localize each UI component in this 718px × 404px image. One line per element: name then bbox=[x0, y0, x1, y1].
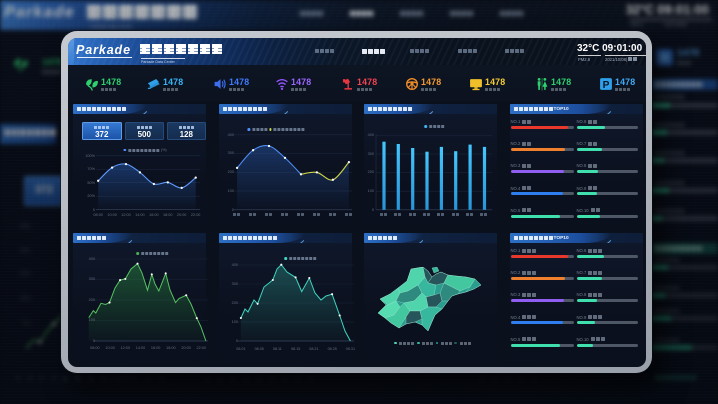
svg-text:P: P bbox=[603, 80, 610, 91]
